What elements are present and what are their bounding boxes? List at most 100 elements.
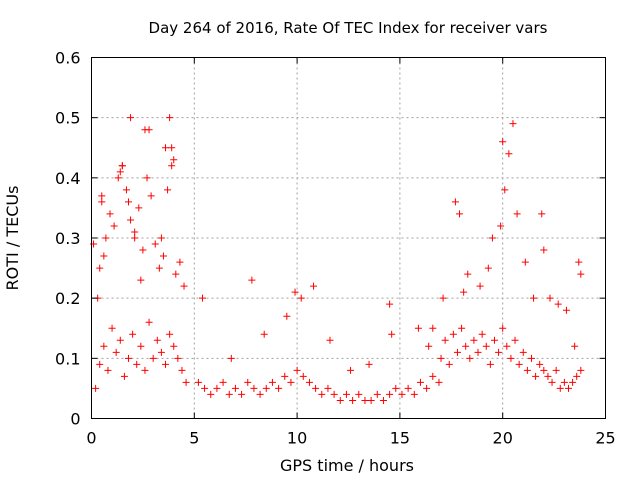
data-point <box>536 360 544 368</box>
data-point <box>379 396 387 404</box>
x-tick-label: 10 <box>287 429 307 448</box>
data-point <box>386 300 394 308</box>
data-point <box>530 294 538 302</box>
data-point <box>153 336 161 344</box>
data-point <box>361 396 369 404</box>
data-point <box>511 336 519 344</box>
data-point <box>476 282 484 290</box>
data-point <box>367 396 375 404</box>
x-tick-label: 25 <box>595 429 615 448</box>
data-point <box>227 354 235 362</box>
data-point <box>398 390 406 398</box>
data-point <box>416 378 424 386</box>
x-tick-label: 20 <box>493 429 513 448</box>
data-point <box>544 372 552 380</box>
data-point <box>194 378 202 386</box>
data-point <box>108 324 116 332</box>
data-point <box>324 384 332 392</box>
data-point <box>256 390 264 398</box>
y-tick-labels: 0 0.1 0.2 0.3 0.4 0.5 0.6 <box>55 49 80 429</box>
data-point <box>546 294 554 302</box>
data-point <box>388 330 396 338</box>
data-point <box>435 378 443 386</box>
data-point <box>429 372 437 380</box>
data-point <box>305 378 313 386</box>
data-point <box>499 138 507 146</box>
data-point <box>100 252 108 260</box>
data-point <box>482 342 490 350</box>
data-point <box>116 336 124 344</box>
data-point <box>373 390 381 398</box>
data-point <box>449 330 457 338</box>
data-point <box>575 258 583 266</box>
data-point <box>326 336 334 344</box>
data-point <box>355 390 363 398</box>
data-point <box>556 384 564 392</box>
y-tick-label: 0.4 <box>55 169 80 188</box>
data-point <box>310 282 318 290</box>
data-point <box>231 384 239 392</box>
data-point <box>521 258 529 266</box>
data-point <box>145 318 153 326</box>
data-point <box>283 312 291 320</box>
data-points <box>90 114 585 404</box>
data-point <box>513 210 521 218</box>
data-point <box>554 300 562 308</box>
data-point <box>96 360 104 368</box>
data-point <box>499 324 507 332</box>
data-point <box>207 390 215 398</box>
data-point <box>437 354 445 362</box>
data-point <box>386 390 394 398</box>
data-point <box>127 216 135 224</box>
data-point <box>577 270 585 278</box>
data-point <box>102 234 110 242</box>
data-point <box>441 336 449 344</box>
data-point <box>571 342 579 350</box>
data-point <box>474 348 482 356</box>
data-point <box>116 168 124 176</box>
data-point <box>365 360 373 368</box>
data-point <box>410 390 418 398</box>
data-point <box>293 366 301 374</box>
data-point <box>155 264 163 272</box>
data-point <box>149 354 157 362</box>
data-point <box>151 240 159 248</box>
data-point <box>164 186 172 194</box>
y-tick-label: 0 <box>70 410 80 429</box>
x-tick-label: 15 <box>390 429 410 448</box>
data-point <box>466 354 474 362</box>
data-point <box>519 348 527 356</box>
data-point <box>495 348 503 356</box>
data-point <box>540 246 548 254</box>
data-point <box>172 270 180 278</box>
data-point <box>423 384 431 392</box>
data-point <box>118 162 126 170</box>
y-tick-label: 0.6 <box>55 49 80 68</box>
data-point <box>106 210 114 218</box>
data-point <box>199 294 207 302</box>
data-point <box>162 360 170 368</box>
data-point <box>497 222 505 230</box>
data-point <box>176 258 184 266</box>
data-point <box>527 354 535 362</box>
x-tick-label: 0 <box>86 429 96 448</box>
data-point <box>92 384 100 392</box>
data-point <box>507 354 515 362</box>
data-point <box>262 384 270 392</box>
data-point <box>486 360 494 368</box>
data-point <box>488 234 496 242</box>
data-point <box>538 210 546 218</box>
data-point <box>213 384 221 392</box>
data-point <box>133 360 141 368</box>
data-point <box>299 372 307 380</box>
data-point <box>225 390 233 398</box>
data-point <box>564 384 572 392</box>
data-point <box>127 114 135 122</box>
x-axis-label: GPS time / hours <box>280 456 414 475</box>
data-point <box>573 372 581 380</box>
data-point <box>478 330 486 338</box>
data-point <box>429 324 437 332</box>
data-point <box>404 384 412 392</box>
data-point <box>569 378 577 386</box>
